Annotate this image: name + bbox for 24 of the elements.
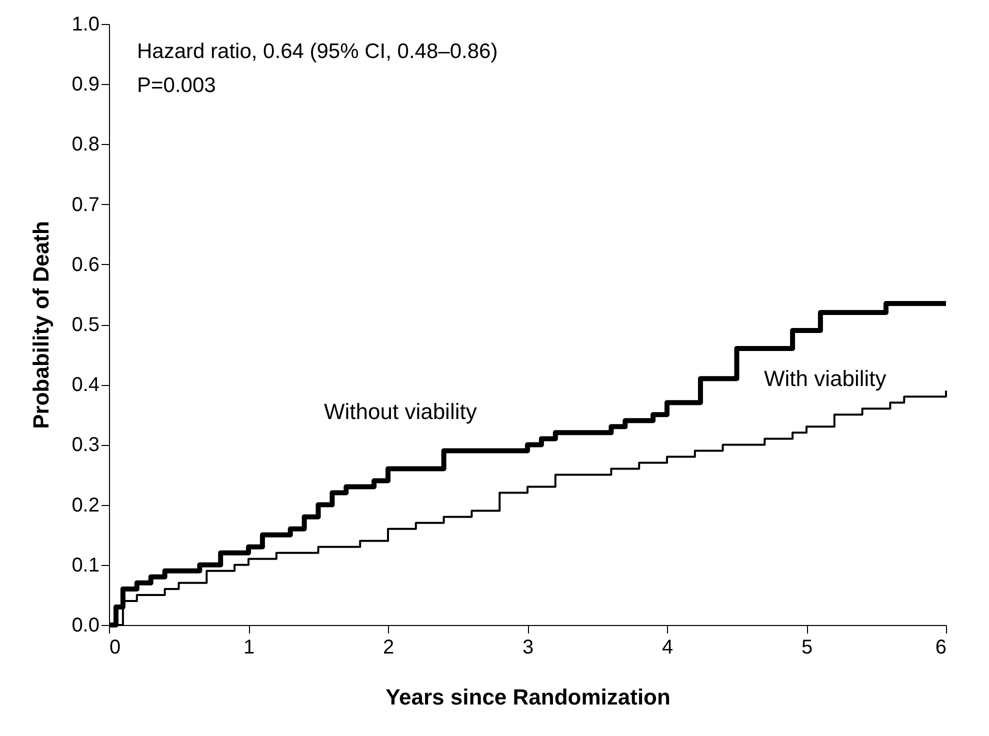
y-tick-label: 0.8 [72,134,100,156]
y-tick-label: 0.2 [72,494,100,516]
y-tick-label: 0.7 [72,194,100,216]
y-tick-label: 0.1 [72,554,100,576]
x-tick-label: 1 [243,636,255,658]
y-tick-label: 0.6 [72,254,100,276]
x-tick-label: 0 [110,636,121,658]
x-tick-label: 4 [662,636,674,658]
x-axis-title: Years since Randomization [386,684,670,710]
y-tick-label: 0.0 [72,614,100,636]
y-tick-label: 0.4 [72,374,100,396]
x-tick-label: 3 [522,636,534,658]
y-axis-title: Probability of Death [28,221,54,429]
annotation: P=0.003 [137,74,216,97]
y-tick-label: 1.0 [72,14,100,36]
series-label: With viability [764,366,886,391]
series-label: Without viability [324,399,477,424]
y-tick-label: 0.3 [72,434,100,456]
y-tick-label: 0.5 [72,314,100,336]
x-tick-label: 5 [801,636,813,658]
annotation: Hazard ratio, 0.64 (95% CI, 0.48–0.86) [137,40,498,63]
x-tick-label: 6 [935,636,946,658]
x-tick-label: 2 [382,636,394,658]
y-tick-label: 0.9 [72,74,100,96]
